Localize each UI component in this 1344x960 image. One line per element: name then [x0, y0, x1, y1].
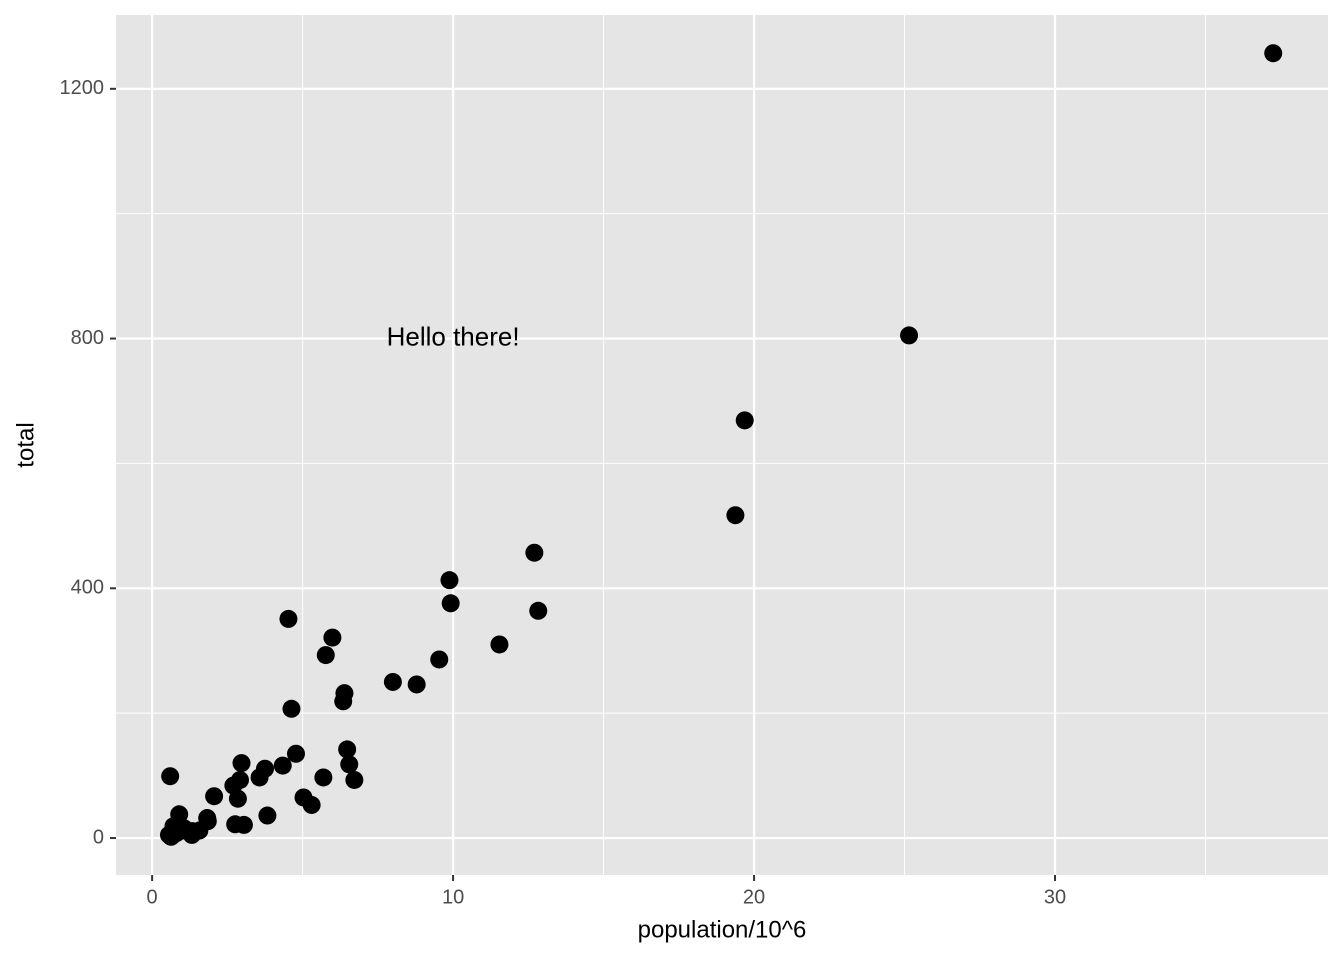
- point: [407, 675, 426, 694]
- point: [338, 740, 357, 759]
- point: [441, 594, 460, 613]
- point: [258, 806, 277, 825]
- point: [383, 672, 402, 691]
- point: [490, 635, 509, 654]
- point: [340, 755, 359, 774]
- annotation: Hello there!: [387, 321, 520, 351]
- x-tick-label: 20: [743, 886, 765, 908]
- point: [205, 787, 224, 806]
- y-tick-label: 400: [71, 577, 104, 599]
- point: [316, 646, 335, 665]
- point: [279, 609, 298, 628]
- point: [345, 770, 364, 789]
- point: [323, 628, 342, 647]
- point: [334, 692, 353, 711]
- y-axis-title: total: [12, 422, 39, 467]
- point: [525, 543, 544, 562]
- point: [529, 601, 548, 620]
- point: [226, 815, 245, 834]
- point: [1264, 44, 1283, 63]
- x-tick-label: 30: [1044, 886, 1066, 908]
- x-axis-title: population/10^6: [638, 916, 807, 943]
- point: [273, 756, 292, 775]
- panel: [116, 15, 1328, 875]
- point: [170, 805, 189, 824]
- point: [735, 411, 754, 430]
- point: [286, 744, 305, 763]
- y-tick-label: 0: [93, 826, 104, 848]
- point: [255, 759, 274, 778]
- point: [161, 767, 180, 786]
- point: [440, 571, 459, 590]
- point: [282, 699, 301, 718]
- point: [314, 768, 333, 787]
- point: [900, 326, 919, 345]
- point: [159, 825, 178, 844]
- point: [430, 650, 449, 669]
- point: [224, 776, 243, 795]
- x-tick-label: 10: [442, 886, 464, 908]
- y-tick-label: 1200: [60, 77, 105, 99]
- point: [302, 795, 321, 814]
- x-tick-label: 0: [147, 886, 158, 908]
- point: [726, 506, 745, 525]
- point: [198, 812, 217, 831]
- y-tick-label: 800: [71, 327, 104, 349]
- point: [232, 754, 251, 773]
